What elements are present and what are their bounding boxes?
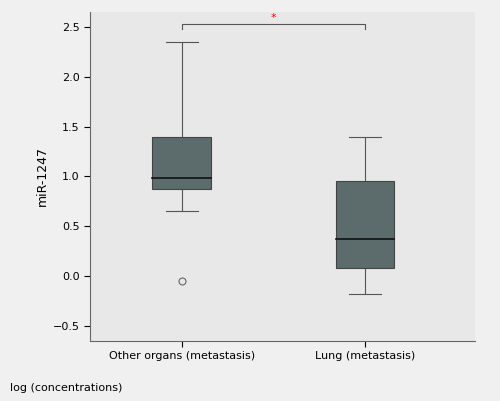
Bar <box>152 137 211 189</box>
Bar <box>336 181 394 268</box>
Text: log (concentrations): log (concentrations) <box>10 383 122 393</box>
Text: *: * <box>270 13 276 23</box>
Y-axis label: miR-1247: miR-1247 <box>36 146 49 207</box>
